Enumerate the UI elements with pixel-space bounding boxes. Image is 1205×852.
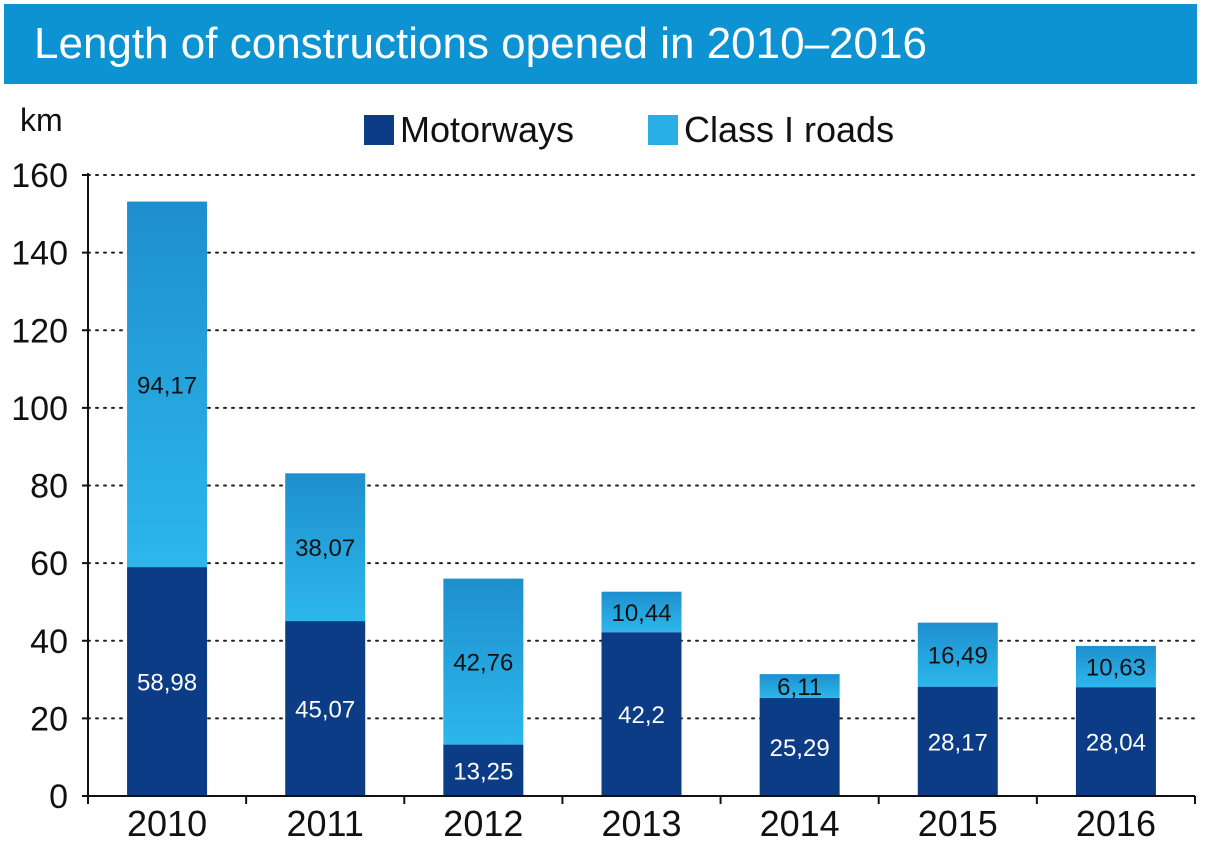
- legend-label-motorways: Motorways: [400, 109, 575, 150]
- data-label-motorways: 45,07: [295, 697, 355, 724]
- bar-class-i-roads: [443, 578, 524, 745]
- data-label-class-i-roads: 38,07: [295, 535, 355, 562]
- bar-motorways: [127, 567, 208, 796]
- legend-item-motorways: Motorways: [364, 108, 574, 152]
- y-tick-label: 60: [30, 545, 68, 583]
- x-tick-label: 2012: [443, 803, 523, 844]
- y-tick-label: 20: [30, 700, 68, 738]
- data-label-motorways: 28,17: [928, 729, 988, 756]
- legend: Motorways Class I roads: [0, 108, 1205, 152]
- chart-title: Length of constructions opened in 2010–2…: [34, 19, 927, 68]
- bar-class-i-roads: [285, 473, 366, 622]
- bar-class-i-roads: [759, 674, 840, 698]
- y-tick-label: 80: [30, 468, 68, 506]
- bars: [127, 201, 1156, 796]
- data-label-class-i-roads: 10,44: [611, 600, 671, 627]
- data-label-motorways: 28,04: [1086, 730, 1146, 757]
- legend-swatch-motorways: [364, 115, 394, 145]
- y-tick-label: 140: [11, 235, 68, 273]
- bar-class-i-roads: [1075, 645, 1156, 688]
- data-label-motorways: 13,25: [453, 758, 513, 785]
- data-label-class-i-roads: 16,49: [928, 643, 988, 670]
- y-tick-label: 40: [30, 623, 68, 661]
- y-axis-unit-label: km: [20, 102, 63, 138]
- axes: [82, 173, 1196, 804]
- bar-motorways: [443, 744, 524, 796]
- x-tick-label: 2013: [601, 803, 681, 844]
- bar-motorways: [1075, 687, 1156, 796]
- legend-label-class-i-roads: Class I roads: [684, 109, 895, 150]
- data-label-motorways: 58,98: [137, 670, 197, 697]
- legend-item-class-i-roads: Class I roads: [648, 108, 894, 152]
- bar-class-i-roads: [917, 622, 998, 687]
- x-tick-label: 2010: [127, 803, 207, 844]
- legend-swatch-class-i-roads: [648, 115, 678, 145]
- title-bar: Length of constructions opened in 2010–2…: [4, 4, 1197, 84]
- data-label-class-i-roads: 42,76: [453, 650, 513, 677]
- data-label-motorways: 25,29: [770, 735, 830, 762]
- x-tick-label: 2011: [287, 803, 364, 844]
- bar-motorways: [285, 621, 366, 796]
- bar-class-i-roads: [127, 201, 208, 568]
- data-label-class-i-roads: 94,17: [137, 372, 197, 399]
- bar-class-i-roads: [601, 591, 682, 633]
- y-tick-label: 120: [11, 312, 68, 350]
- y-tick-label: 0: [49, 778, 68, 816]
- y-tick-label: 100: [11, 390, 68, 428]
- x-tick-label: 2015: [918, 803, 998, 844]
- x-tick-label: 2016: [1076, 803, 1156, 844]
- data-label-class-i-roads: 6,11: [777, 674, 822, 701]
- bar-motorways: [759, 697, 840, 796]
- bar-motorways: [917, 686, 998, 796]
- labels: 0 20 40 60 80 100 120 140 160 58,98 94,17 2010 45,07…: [11, 157, 1156, 844]
- data-label-class-i-roads: 10,63: [1086, 655, 1146, 682]
- x-tick-label: 2014: [760, 803, 840, 844]
- y-tick-label: 160: [11, 157, 68, 195]
- data-label-motorways: 42,2: [618, 702, 665, 729]
- bar-motorways: [601, 632, 682, 796]
